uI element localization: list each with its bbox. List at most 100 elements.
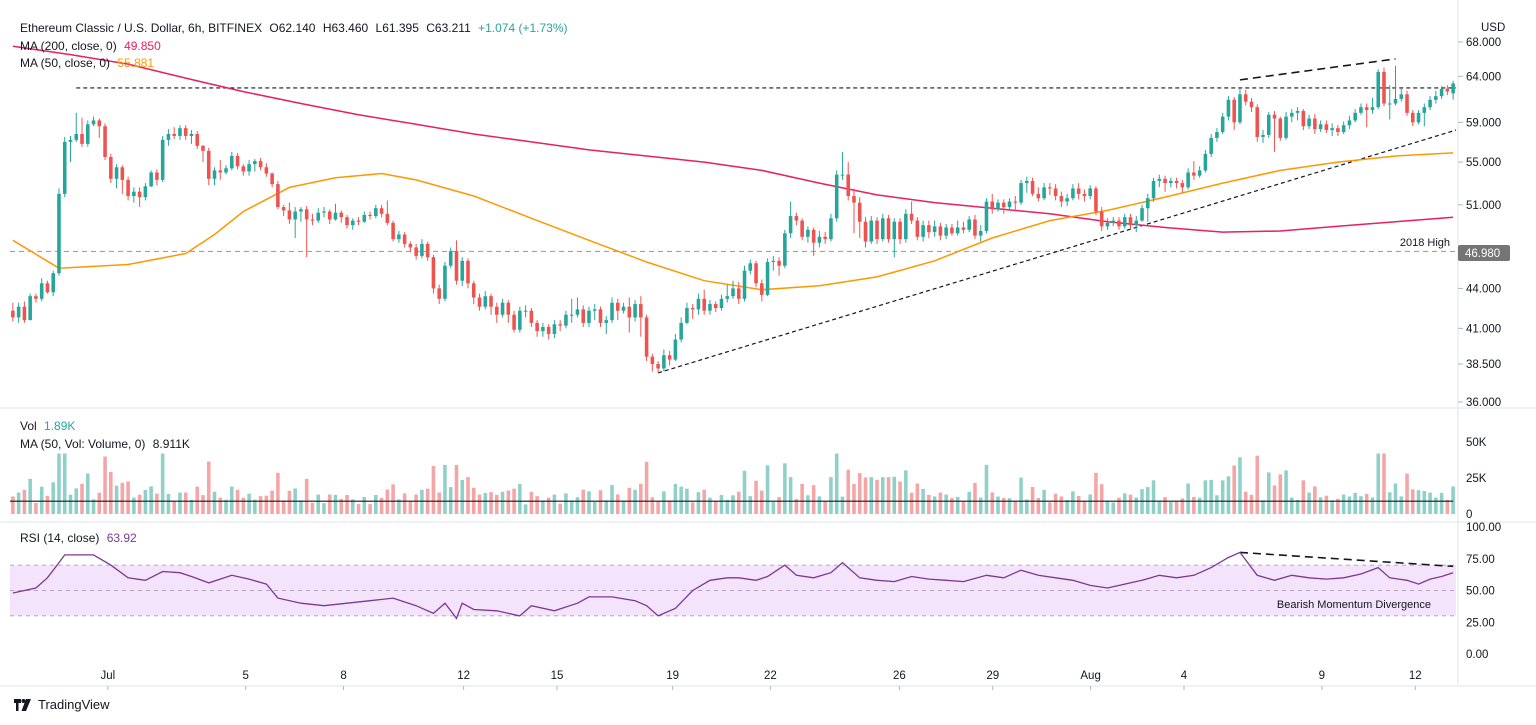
- volume-bar: [201, 495, 205, 514]
- volume-bar: [189, 499, 194, 514]
- candle-body: [823, 236, 827, 240]
- volume-bar: [1324, 495, 1329, 514]
- candle-body: [575, 309, 580, 315]
- volume-bar: [575, 497, 580, 514]
- volume-bar: [1082, 501, 1087, 514]
- tradingview-brand[interactable]: TradingView: [14, 697, 110, 712]
- candle-body: [408, 243, 413, 248]
- volume-bar: [1151, 480, 1156, 514]
- candle-body: [685, 308, 689, 323]
- candle-body: [1059, 196, 1064, 202]
- volume-bar: [1266, 472, 1271, 514]
- volume-bar: [1099, 484, 1104, 514]
- candle-body: [1071, 188, 1075, 199]
- volume-bar: [1428, 492, 1432, 514]
- ma50-legend[interactable]: MA (50, close, 0) 55.881: [20, 56, 158, 70]
- time-tick-label: 12: [457, 670, 470, 682]
- volume-bar: [644, 461, 649, 514]
- price-divergence-line: [1239, 58, 1396, 81]
- volume-bar: [356, 504, 361, 514]
- candle-body: [1284, 116, 1288, 138]
- volume-bar: [662, 491, 666, 514]
- volume-ma-legend[interactable]: MA (50, Vol: Volume, 0) 8.911K: [20, 437, 194, 451]
- volume-tick-label: 0: [1466, 509, 1472, 521]
- volume-bar: [1341, 494, 1346, 514]
- volume-bar: [788, 477, 793, 514]
- volume-bar: [529, 491, 534, 514]
- candle-body: [1226, 99, 1231, 117]
- volume-bar: [1405, 473, 1409, 514]
- candle-body: [166, 133, 171, 140]
- volume-bar: [1376, 453, 1381, 514]
- candle-body: [1324, 124, 1329, 131]
- volume-bar: [132, 497, 136, 514]
- volume-bar: [57, 453, 61, 514]
- candle-body: [149, 172, 153, 187]
- candle-body: [811, 229, 816, 243]
- candle-body: [990, 201, 995, 210]
- ma200-legend[interactable]: MA (200, close, 0) 49.850: [20, 39, 165, 53]
- volume-bar: [955, 496, 960, 514]
- candle-body: [155, 172, 159, 180]
- volume-bar: [800, 483, 804, 514]
- currency-label: USD: [1481, 22, 1505, 34]
- candle-body: [944, 227, 948, 236]
- volume-bar: [857, 473, 862, 514]
- volume-bar: [28, 478, 32, 514]
- candle-body: [564, 314, 568, 326]
- volume-bar: [368, 504, 372, 514]
- axes: 68.000 64.000 59.000 55.000 51.000 44.000 41.0…: [100, 37, 1501, 690]
- volume-bar: [22, 489, 27, 514]
- candle-body: [857, 202, 862, 222]
- candle-body: [1088, 188, 1092, 197]
- rsi-tick-label: 75.00: [1466, 554, 1495, 566]
- candle-body: [495, 306, 499, 315]
- volume-bar: [218, 497, 223, 514]
- volume-bar: [166, 493, 171, 514]
- volume-bar: [725, 499, 730, 514]
- volume-bar: [1399, 496, 1404, 514]
- candle-body: [1053, 188, 1058, 197]
- volume-bar: [673, 483, 678, 514]
- candle-body: [1439, 88, 1444, 97]
- time-tick-label: 5: [242, 670, 248, 682]
- candle-body: [477, 297, 482, 307]
- volume-bar: [120, 482, 125, 514]
- candle-body: [80, 133, 84, 144]
- volume-bar: [1301, 480, 1306, 514]
- candle-body: [978, 230, 983, 236]
- candle-body: [339, 212, 344, 218]
- volume-bar: [483, 492, 488, 514]
- candle-body: [201, 145, 205, 151]
- rsi-legend[interactable]: RSI (14, close) 63.92: [20, 531, 141, 545]
- volume-bar: [829, 477, 833, 514]
- volume-bar: [477, 494, 482, 514]
- volume-bar: [817, 496, 822, 514]
- candle-body: [391, 222, 395, 240]
- volume-bar: [1157, 500, 1162, 514]
- candle-body: [28, 296, 32, 321]
- candle-body: [840, 174, 845, 176]
- volume-bar: [708, 497, 712, 514]
- candle-body: [443, 265, 447, 299]
- candle-body: [1232, 99, 1236, 123]
- volume-bar: [327, 494, 332, 514]
- volume-legend[interactable]: Vol 1.89K: [20, 419, 79, 433]
- high-2018-value: 46.980: [1465, 248, 1500, 260]
- candle-body: [1272, 114, 1277, 119]
- candle-body: [967, 219, 971, 230]
- volume-bar: [143, 489, 148, 514]
- volume-bar: [304, 478, 309, 514]
- candle-body: [414, 247, 418, 256]
- volume-bar: [1295, 499, 1300, 514]
- candle-body: [886, 218, 891, 240]
- high-value: H63.460: [322, 21, 369, 35]
- volume-bar: [85, 473, 90, 514]
- candle-body: [218, 170, 223, 173]
- candle-body: [650, 356, 655, 364]
- volume-bar: [91, 499, 96, 514]
- ma50-label: MA (50, close, 0): [20, 56, 111, 70]
- candle-body: [304, 209, 309, 220]
- volume-bar: [1284, 470, 1288, 514]
